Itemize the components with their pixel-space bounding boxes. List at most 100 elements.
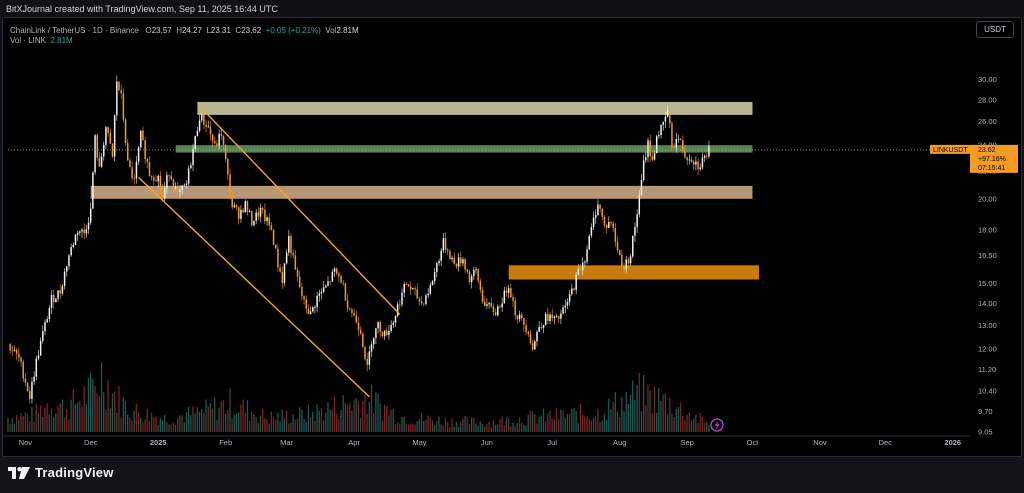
volume-bar-284	[625, 391, 627, 432]
candle-298	[658, 130, 660, 139]
lightning-icon[interactable]	[710, 418, 724, 432]
volume-bar-300	[660, 401, 662, 432]
x-tick-11: Oct	[747, 438, 760, 447]
candle-body-140	[314, 306, 316, 308]
candle-168	[375, 327, 377, 345]
candle-270	[597, 199, 599, 217]
candle-214	[475, 267, 477, 274]
candle-body-266	[588, 235, 590, 250]
candle-body-68	[157, 175, 159, 182]
candle-156	[349, 307, 351, 311]
candle-308	[679, 138, 682, 141]
volume-bar-88	[198, 411, 201, 432]
candle-301	[664, 111, 667, 129]
candle-body-253	[560, 313, 562, 319]
volume-bar-137	[305, 421, 307, 432]
candle-72	[166, 171, 168, 194]
candle-191	[425, 293, 427, 306]
candle-body-214	[475, 269, 477, 270]
volume-bar-182	[403, 416, 405, 432]
candle-99	[224, 143, 227, 162]
x-tick-10: Sep	[681, 438, 694, 447]
candle-60	[140, 130, 142, 151]
candle-210	[466, 268, 469, 275]
candle-279	[616, 236, 619, 254]
candle-body-115	[259, 208, 262, 217]
candle-body-232	[514, 300, 516, 316]
volume-bar-197	[436, 421, 438, 432]
volume-bar-171	[379, 403, 381, 432]
volume-bar-282	[621, 397, 623, 432]
candle-283	[625, 255, 627, 274]
candle-219	[486, 298, 488, 309]
chart-pane[interactable]	[2, 17, 1022, 457]
candle-101	[229, 168, 231, 200]
candles-layer	[9, 75, 710, 404]
candle-body-136	[305, 299, 307, 309]
volume-bar-103	[231, 418, 233, 432]
volume-bar-224	[494, 424, 497, 432]
candle-body-55	[129, 160, 131, 168]
candle-287	[634, 222, 636, 242]
candle-body-206	[457, 257, 460, 267]
volume-bar-134	[299, 407, 301, 432]
tradingview-logo[interactable]: TradingView	[8, 465, 114, 480]
candle-body-281	[621, 255, 623, 267]
volume-bar-67	[153, 417, 155, 432]
candle-body-10	[31, 381, 33, 399]
candle-104	[235, 203, 238, 211]
candle-158	[353, 308, 355, 317]
candle-body-235	[520, 314, 523, 318]
volume-bar-96	[216, 419, 218, 432]
candle-body-286	[632, 235, 634, 257]
candle-111	[251, 210, 253, 227]
volume-bar-184	[407, 424, 410, 432]
candle-255	[564, 299, 567, 313]
volume-bar-75	[170, 424, 172, 432]
candle-148	[331, 269, 334, 282]
candle-36	[87, 216, 90, 234]
volume-bar-306	[673, 417, 675, 432]
volume-bar-115	[257, 423, 259, 432]
volume-bar-40	[94, 386, 96, 432]
volume-bar-158	[351, 411, 353, 432]
candle-body-124	[279, 267, 281, 272]
volume-bar-255	[562, 410, 564, 432]
candle-177	[394, 315, 397, 327]
currency-button[interactable]: USDT	[976, 21, 1014, 38]
symbol-name[interactable]: ChainLink / TetherUS · 1D · Binance	[10, 26, 139, 35]
price-tag-symbol: LINKUSDT	[933, 147, 968, 154]
candle-62	[144, 136, 146, 165]
change-value: +0.05 (+0.21%)	[265, 26, 321, 35]
candle-body-36	[87, 222, 90, 230]
candle-body-218	[483, 301, 486, 306]
candle-96	[218, 129, 220, 150]
candle-238	[527, 330, 530, 337]
volume-bar-272	[599, 421, 601, 432]
volume-bar-110	[246, 400, 249, 432]
candle-290	[640, 173, 643, 196]
volume-legend-label[interactable]: Vol · LINK	[10, 36, 47, 45]
candle-body-273	[603, 216, 606, 225]
volume-bar-77	[174, 424, 177, 432]
x-tick-6: May	[412, 438, 426, 447]
candle-7	[24, 372, 27, 387]
volume-bar-21	[53, 417, 55, 432]
candle-265	[586, 245, 588, 265]
volume-bar-321	[706, 422, 708, 432]
volume-bar-131	[292, 414, 294, 432]
volume-bar-159	[353, 399, 355, 432]
volume-bar-151	[336, 413, 338, 432]
candle-16	[44, 319, 46, 336]
candle-133	[298, 271, 301, 289]
candle-body-289	[638, 194, 641, 215]
candle-body-38	[92, 172, 94, 209]
x-tick-4: Mar	[280, 438, 293, 447]
candle-body-297	[655, 136, 658, 154]
volume-bar-95	[214, 397, 216, 432]
candle-28	[70, 243, 72, 257]
candle-107	[242, 208, 244, 214]
volume-bar-97	[218, 407, 220, 432]
candle-body-23	[59, 290, 61, 294]
